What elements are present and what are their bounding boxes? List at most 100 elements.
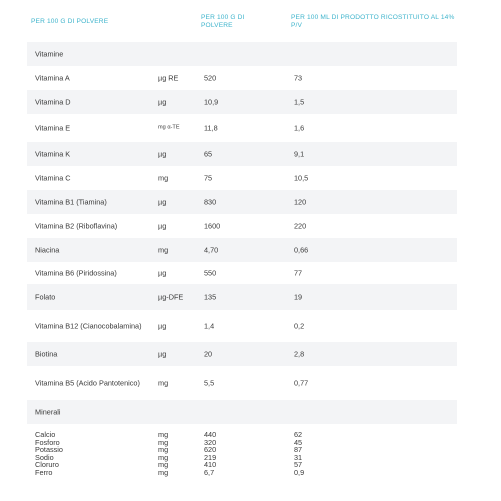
value-per-100g: 219 — [204, 452, 217, 462]
value-per-100g: 830 — [204, 197, 217, 207]
value-per-100ml: 120 — [294, 197, 307, 207]
value-per-100ml: 31 — [294, 452, 303, 462]
nutrient-unit: mg — [158, 378, 169, 388]
value-per-100ml: 0,66 — [294, 245, 309, 255]
header-column-label: PER 100 G DI POLVERE — [31, 18, 109, 25]
table-row: Folato µg-DFE 135 19 — [27, 284, 457, 310]
mineral-unit: mg — [158, 430, 169, 439]
nutrition-table: Vitamine Vitamina A µg RE 520 73 Vitamin… — [27, 42, 457, 424]
value-per-100ml: 0,2 — [294, 321, 305, 331]
nutrient-name: Vitamina D — [35, 97, 71, 107]
nutrient-name: Niacina — [35, 245, 60, 255]
nutrient-unit: mg — [158, 245, 169, 255]
table-row: Vitamina B5 (Acido Pantotenico) mg 5,5 0… — [27, 366, 457, 400]
value-per-100g: 320 — [204, 437, 217, 447]
value-per-100ml: 1,6 — [294, 123, 305, 133]
value-per-100g: 410 — [204, 460, 217, 469]
value-per-100g: 20 — [204, 349, 213, 359]
nutrient-unit: µg — [158, 197, 167, 207]
table-row: Vitamina A µg RE 520 73 — [27, 66, 457, 90]
header-column-powder: PER 100 G DI POLVERE — [201, 14, 245, 29]
section-row-minerals: Minerali — [27, 400, 457, 424]
nutrient-unit: µg-DFE — [158, 292, 184, 302]
value-per-100g: 620 — [204, 445, 217, 454]
value-per-100g: 6,7 — [204, 467, 215, 477]
value-per-100ml: 73 — [294, 73, 303, 83]
value-per-100g: 75 — [204, 173, 213, 183]
value-per-100g: 1,4 — [204, 321, 215, 331]
table-row: Niacina mg 4,70 0,66 — [27, 238, 457, 262]
section-title: Vitamine — [35, 49, 64, 59]
nutrient-unit: mg α-TE — [158, 124, 180, 131]
nutrient-name: Vitamina B1 (Tiamina) — [35, 197, 107, 207]
value-per-100ml: 57 — [294, 460, 303, 469]
mineral-name: Cloruro — [35, 460, 59, 469]
nutrient-name: Vitamina B6 (Piridossina) — [35, 268, 117, 278]
nutrient-unit: µg — [158, 349, 167, 359]
mineral-name: Potassio — [35, 445, 63, 454]
mineral-unit: mg — [158, 452, 169, 462]
nutrient-unit: µg — [158, 268, 167, 278]
table-row: Vitamina D µg 10,9 1,5 — [27, 90, 457, 114]
list-item: Cloruro mg 410 57 — [27, 461, 457, 469]
value-per-100g: 5,5 — [204, 378, 215, 388]
value-per-100ml: 77 — [294, 268, 303, 278]
value-per-100ml: 19 — [294, 292, 303, 302]
nutrient-name: Vitamina K — [35, 149, 71, 159]
value-per-100g: 10,9 — [204, 97, 219, 107]
value-per-100ml: 1,5 — [294, 97, 305, 107]
nutrient-unit: µg — [158, 97, 167, 107]
mineral-unit: mg — [158, 467, 169, 477]
value-per-100ml: 45 — [294, 437, 303, 447]
mineral-unit: mg — [158, 445, 169, 454]
nutrient-name: Vitamina B12 (Cianocobalamina) — [35, 321, 142, 331]
value-per-100ml: 220 — [294, 221, 307, 231]
value-per-100g: 550 — [204, 268, 217, 278]
mineral-name: Calcio — [35, 430, 56, 439]
value-per-100g: 65 — [204, 149, 213, 159]
header-column-reconstituted: PER 100 ML DI PRODOTTO RICOSTITUITO AL 1… — [291, 14, 455, 29]
mineral-name: Fosforo — [35, 437, 60, 447]
table-row: Vitamina E mg α-TE 11,8 1,6 — [27, 114, 457, 142]
value-per-100g: 520 — [204, 73, 217, 83]
table-row: Vitamina B6 (Piridossina) µg 550 77 — [27, 262, 457, 284]
table-row: Vitamina B1 (Tiamina) µg 830 120 — [27, 190, 457, 214]
nutrient-unit: µg — [158, 149, 167, 159]
value-per-100ml: 10,5 — [294, 173, 309, 183]
value-per-100g: 440 — [204, 430, 217, 439]
table-row: Vitamina B12 (Cianocobalamina) µg 1,4 0,… — [27, 310, 457, 342]
list-item: Sodio mg 219 31 — [27, 452, 457, 462]
value-per-100ml: 62 — [294, 430, 303, 439]
value-per-100ml: 0,77 — [294, 378, 309, 388]
nutrient-name: Vitamina E — [35, 123, 71, 133]
mineral-unit: mg — [158, 460, 169, 469]
nutrient-unit: µg — [158, 321, 167, 331]
section-row-vitamins: Vitamine — [27, 42, 457, 66]
table-header: PER 100 G DI POLVERE PER 100 G DI POLVER… — [0, 0, 501, 42]
nutrient-unit: µg RE — [158, 73, 179, 83]
value-per-100g: 11,8 — [204, 123, 218, 133]
list-item: Fosforo mg 320 45 — [27, 437, 457, 447]
nutrient-unit: µg — [158, 221, 167, 231]
list-item: Calcio mg 440 62 — [27, 431, 457, 439]
value-per-100ml: 9,1 — [294, 149, 305, 159]
list-item: Potassio mg 620 87 — [27, 446, 457, 454]
value-per-100ml: 0,9 — [294, 467, 305, 477]
mineral-unit: mg — [158, 437, 169, 447]
nutrient-name: Folato — [35, 292, 56, 302]
nutrient-name: Biotina — [35, 349, 58, 359]
nutrient-unit: mg — [158, 173, 169, 183]
value-per-100ml: 2,8 — [294, 349, 305, 359]
section-title: Minerali — [35, 407, 61, 417]
nutrient-name: Vitamina B5 (Acido Pantotenico) — [35, 378, 140, 388]
table-row: Vitamina C mg 75 10,5 — [27, 166, 457, 190]
mineral-name: Sodio — [35, 452, 54, 462]
table-row: Biotina µg 20 2,8 — [27, 342, 457, 366]
table-row: Vitamina K µg 65 9,1 — [27, 142, 457, 166]
nutrient-name: Vitamina C — [35, 173, 71, 183]
nutrient-name: Vitamina B2 (Riboflavina) — [35, 221, 118, 231]
value-per-100g: 135 — [204, 292, 217, 302]
list-item: Ferro mg 6,7 0,9 — [27, 467, 457, 477]
value-per-100g: 1600 — [204, 221, 221, 231]
value-per-100ml: 87 — [294, 445, 303, 454]
